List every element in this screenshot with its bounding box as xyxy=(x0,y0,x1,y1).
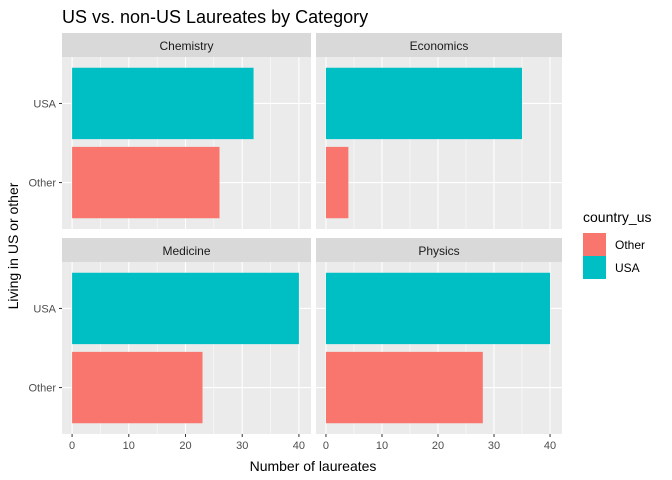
bar-chemistry-usa xyxy=(72,67,254,140)
x-tick-label: 20 xyxy=(179,440,191,452)
legend: country_us Other USA xyxy=(583,209,651,279)
x-tick-label: 30 xyxy=(236,440,248,452)
y-tick-label: USA xyxy=(33,98,56,110)
bar-chemistry-other xyxy=(72,146,220,219)
legend-key-usa xyxy=(583,256,606,279)
facet-economics: Economics xyxy=(316,33,562,229)
bar-medicine-other xyxy=(72,351,203,424)
x-tick-label: 10 xyxy=(376,440,388,452)
legend-label-usa: USA xyxy=(615,261,640,275)
chart-title: US vs. non-US Laureates by Category xyxy=(62,7,368,27)
facet-strip xyxy=(316,238,562,262)
facet-strip-label: Medicine xyxy=(162,244,210,258)
x-tick-label: 20 xyxy=(432,440,444,452)
facet-strip xyxy=(316,33,562,57)
y-tick-label: Other xyxy=(28,383,56,395)
y-tick-label: Other xyxy=(28,178,56,190)
legend-label-other: Other xyxy=(615,238,645,252)
x-axis-title: Number of laureates xyxy=(250,458,377,474)
facet-physics: Physics 0 10 20 30 40 xyxy=(316,238,562,452)
bar-medicine-usa xyxy=(72,272,299,345)
x-tick-label: 0 xyxy=(323,440,329,452)
facet-panels: Chemistry USA Other Economics Medicine USA Oth… xyxy=(28,33,562,452)
x-tick-label: 40 xyxy=(293,440,305,452)
x-tick-label: 10 xyxy=(123,440,135,452)
legend-key-other xyxy=(583,233,606,256)
x-tick-label: 40 xyxy=(544,440,556,452)
facet-chemistry: Chemistry USA Other xyxy=(28,33,311,229)
facet-strip-label: Physics xyxy=(418,244,459,258)
facet-strip-label: Chemistry xyxy=(159,39,213,53)
facet-medicine: Medicine USA Other 0 10 20 30 40 xyxy=(28,238,311,452)
bar-economics-usa xyxy=(325,67,523,140)
bar-physics-usa xyxy=(325,272,551,345)
facet-strip xyxy=(62,33,311,57)
facet-strip-label: Economics xyxy=(410,39,469,53)
y-axis-title: Living in US or other xyxy=(5,182,21,309)
x-tick-label: 30 xyxy=(488,440,500,452)
facet-strip xyxy=(62,238,311,262)
legend-title: country_us xyxy=(583,209,651,225)
bar-economics-other xyxy=(325,146,349,219)
y-tick-label: USA xyxy=(33,303,56,315)
x-tick-label: 0 xyxy=(69,440,75,452)
bar-physics-other xyxy=(325,351,483,424)
